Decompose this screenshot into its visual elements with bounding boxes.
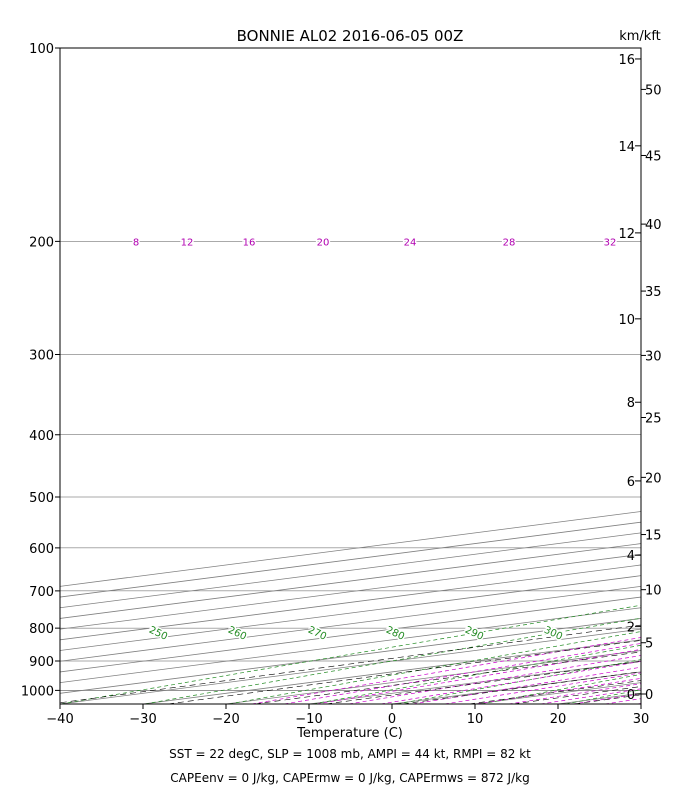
- kft-axis-tick-label: 45: [645, 149, 662, 164]
- dry-adiabat-line: [60, 604, 641, 704]
- isotherm-line: [60, 543, 641, 619]
- isotherm-line: [60, 532, 641, 609]
- dry-adiabat-line: [144, 617, 641, 704]
- moist-adiabat-line: [476, 678, 641, 704]
- moist-adiabat-line: [508, 683, 641, 704]
- dry-adiabat-line: [228, 631, 641, 704]
- moist-adiabat-line: [670, 48, 700, 704]
- kft-axis-tick-label: 40: [645, 218, 662, 233]
- moist-adiabat-line: [572, 693, 641, 704]
- kft-axis-tick-label: 25: [645, 411, 662, 426]
- km-axis-tick-label: 12: [618, 227, 635, 242]
- moist-adiabat-label: 12: [181, 237, 194, 248]
- kft-axis-tick-label: 50: [645, 83, 662, 98]
- isotherm-line: [474, 682, 641, 704]
- km-axis-tick-label: 0: [627, 688, 635, 703]
- mixing-ratio-line: [60, 624, 641, 704]
- footer-line-1: SST = 22 degC, SLP = 1008 mb, AMPI = 44 …: [169, 747, 531, 761]
- x-axis-tick-label: −30: [129, 712, 156, 727]
- chart-title: BONNIE AL02 2016-06-05 00Z: [237, 27, 464, 45]
- pressure-axis-tick-label: 500: [29, 491, 54, 506]
- isotherm-line: [60, 596, 641, 673]
- mixing-ratio-line: [325, 661, 641, 704]
- kft-axis-tick-label: 20: [645, 471, 662, 486]
- grid-layer: [60, 48, 700, 704]
- moist-adiabat-line: [637, 703, 641, 704]
- pressure-axis-tick-label: 200: [29, 235, 54, 250]
- isotherm-line: [60, 585, 641, 662]
- plot-frame: [59, 47, 642, 705]
- x-axis-tick-label: 20: [550, 712, 567, 727]
- isotherm-line: [60, 564, 641, 641]
- pressure-axis-tick-label: 800: [29, 622, 54, 637]
- axes-layer: −40 −30 −20 −10 0 10 20 30100200300400500600700…: [21, 42, 662, 727]
- isotherm-line: [640, 703, 641, 704]
- mixing-ratio-line: [254, 651, 641, 704]
- pressure-axis-tick-label: 900: [29, 655, 54, 670]
- moist-adiabat-line: [412, 666, 641, 704]
- dry-adiabat-line: [397, 659, 641, 704]
- moist-adiabat-label: 32: [604, 237, 617, 248]
- height-unit-label: km/kft: [619, 29, 661, 44]
- km-axis-tick-label: 14: [618, 140, 635, 155]
- pressure-axis-tick-label: 100: [29, 42, 54, 57]
- kft-axis-tick-label: 30: [645, 349, 662, 364]
- x-axis-title: Temperature (C): [296, 726, 403, 741]
- moist-adiabat-line: [380, 661, 641, 704]
- isotherm-line: [60, 607, 641, 684]
- kft-axis-tick-label: 5: [645, 637, 653, 652]
- data-layer: [668, 48, 700, 690]
- km-axis-tick-label: 10: [618, 313, 635, 328]
- pressure-axis-tick-label: 1000: [21, 684, 54, 699]
- kft-axis-tick-label: 10: [645, 584, 662, 599]
- moist-adiabat-label: 16: [243, 237, 256, 248]
- kft-axis-tick-label: 0: [645, 688, 653, 703]
- x-axis-tick-label: −10: [295, 712, 322, 727]
- x-axis-tick-label: 30: [633, 712, 650, 727]
- x-axis-tick-label: −20: [212, 712, 239, 727]
- pressure-axis-tick-label: 300: [29, 348, 54, 363]
- pressure-axis-tick-label: 700: [29, 585, 54, 600]
- dry-adiabat-line: [650, 48, 700, 704]
- label-layer: 0.10.41247101681216202428322502602702802…: [131, 236, 618, 644]
- moist-adiabat-line: [316, 649, 641, 704]
- mixing-ratio-line: [167, 640, 641, 704]
- km-axis-tick-label: 16: [618, 53, 635, 68]
- moist-adiabat-label: 20: [317, 237, 330, 248]
- theta-label: 300: [542, 625, 564, 643]
- theta-label: 250: [147, 625, 169, 643]
- isotherm-line: [60, 618, 641, 694]
- kft-axis-tick-label: 15: [645, 529, 662, 544]
- moist-adiabat-line: [348, 655, 641, 704]
- dry-adiabat-line: [313, 644, 641, 704]
- isotherm-line: [60, 521, 641, 598]
- isotherm-line: [391, 671, 641, 704]
- kft-axis-tick-label: 35: [645, 285, 662, 300]
- isotherm-line: [60, 511, 641, 587]
- x-axis-tick-label: 10: [467, 712, 484, 727]
- x-axis-tick-label: 0: [388, 712, 396, 727]
- isotherm-line: [142, 639, 641, 704]
- isotherm-line: [60, 553, 641, 630]
- isotherm-line: [60, 575, 641, 651]
- moist-adiabat-label: 24: [404, 237, 417, 248]
- moist-adiabat-label: 28: [503, 237, 516, 248]
- km-axis-tick-label: 6: [627, 475, 635, 490]
- km-axis-tick-label: 8: [627, 396, 635, 411]
- moist-adiabat-label: 8: [133, 237, 139, 248]
- dry-adiabat-line: [481, 674, 641, 704]
- dewpoint-profile-line: [668, 48, 700, 690]
- x-axis-tick-label: −40: [46, 712, 73, 727]
- km-axis-tick-label: 4: [627, 549, 635, 564]
- footer-line-2: CAPEenv = 0 J/kg, CAPErmw = 0 J/kg, CAPE…: [170, 771, 529, 785]
- km-axis-tick-label: 2: [627, 620, 635, 635]
- pressure-axis-tick-label: 600: [29, 542, 54, 557]
- theta-label: 260: [226, 625, 248, 643]
- isotherm-line: [60, 628, 641, 704]
- pressure-axis-tick-label: 400: [29, 429, 54, 444]
